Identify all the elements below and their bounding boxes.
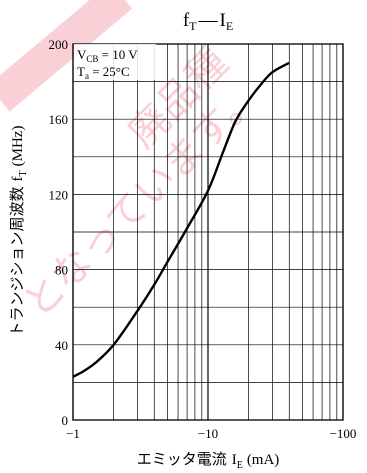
x-tick-label: −1 xyxy=(66,426,80,441)
x-axis-label: エミッタ電流 IE (mA) xyxy=(137,451,280,471)
y-axis-label: トランジション周波数fT(MHz) xyxy=(9,126,29,337)
watermark-band xyxy=(0,0,133,112)
series-line xyxy=(72,61,290,378)
conditions-background xyxy=(74,44,156,80)
y-tick-label: 120 xyxy=(49,187,69,202)
condition-ta: Ta = 25°C xyxy=(77,64,130,81)
y-tick-label: 80 xyxy=(55,263,68,278)
y-tick-label: 200 xyxy=(49,37,69,52)
chart-title: fT — IE xyxy=(183,10,233,33)
y-tick-label: 160 xyxy=(49,112,69,127)
x-tick-label: −100 xyxy=(330,426,357,441)
tick-labels: 0 40 80 120 160 200 −1 −10 −100 xyxy=(49,37,357,441)
y-tick-label: 40 xyxy=(55,338,68,353)
plot-frame xyxy=(72,43,344,421)
x-tick-label: −10 xyxy=(198,426,218,441)
grid xyxy=(72,43,344,421)
y-tick-label: 0 xyxy=(62,413,69,428)
conditions-box: VCB = 10 V Ta = 25°C xyxy=(74,44,156,81)
condition-vcb: VCB = 10 V xyxy=(77,47,138,64)
